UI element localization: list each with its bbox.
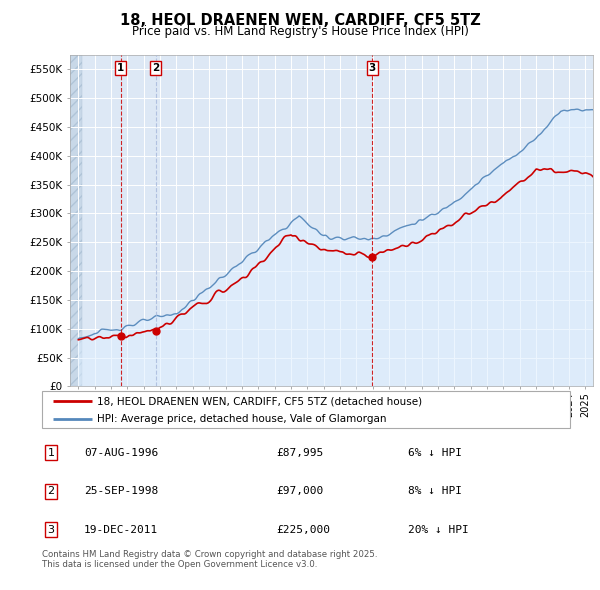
Text: 2: 2 <box>152 63 160 73</box>
Text: Price paid vs. HM Land Registry's House Price Index (HPI): Price paid vs. HM Land Registry's House … <box>131 25 469 38</box>
Text: HPI: Average price, detached house, Vale of Glamorgan: HPI: Average price, detached house, Vale… <box>97 414 387 424</box>
Text: £225,000: £225,000 <box>276 525 330 535</box>
Text: 3: 3 <box>368 63 376 73</box>
Text: £97,000: £97,000 <box>276 486 323 496</box>
Text: 18, HEOL DRAENEN WEN, CARDIFF, CF5 5TZ: 18, HEOL DRAENEN WEN, CARDIFF, CF5 5TZ <box>119 13 481 28</box>
Text: 8% ↓ HPI: 8% ↓ HPI <box>408 486 462 496</box>
Text: 3: 3 <box>47 525 55 535</box>
Text: 20% ↓ HPI: 20% ↓ HPI <box>408 525 469 535</box>
Text: 1: 1 <box>117 63 124 73</box>
Text: Contains HM Land Registry data © Crown copyright and database right 2025.
This d: Contains HM Land Registry data © Crown c… <box>42 550 377 569</box>
Text: 2: 2 <box>47 486 55 496</box>
Text: 07-AUG-1996: 07-AUG-1996 <box>84 448 158 458</box>
Text: 1: 1 <box>47 448 55 458</box>
Text: 19-DEC-2011: 19-DEC-2011 <box>84 525 158 535</box>
Text: 25-SEP-1998: 25-SEP-1998 <box>84 486 158 496</box>
FancyBboxPatch shape <box>42 391 570 428</box>
Text: £87,995: £87,995 <box>276 448 323 458</box>
Text: 18, HEOL DRAENEN WEN, CARDIFF, CF5 5TZ (detached house): 18, HEOL DRAENEN WEN, CARDIFF, CF5 5TZ (… <box>97 396 422 407</box>
Text: 6% ↓ HPI: 6% ↓ HPI <box>408 448 462 458</box>
